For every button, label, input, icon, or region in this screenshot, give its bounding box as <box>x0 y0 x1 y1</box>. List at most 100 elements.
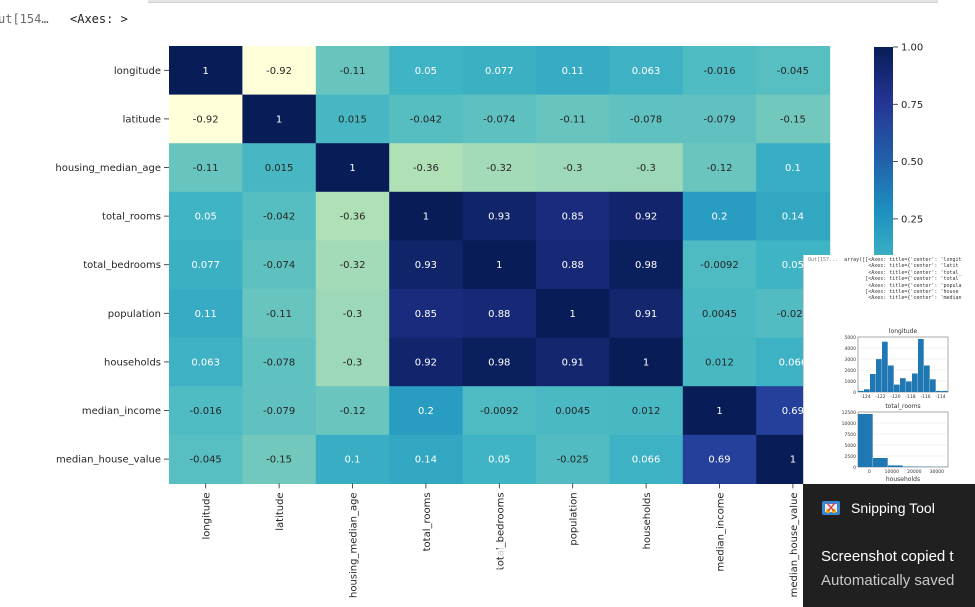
heatmap-cell <box>536 191 610 241</box>
heatmap-cell-value: 1 <box>203 66 209 77</box>
row-tick-label: latitude <box>123 114 161 125</box>
histogram-ytick: 2000 <box>845 368 857 374</box>
heatmap-cell-value: -0.3 <box>343 309 363 320</box>
heatmap-cell <box>389 240 464 290</box>
snipping-tool-notification[interactable]: Snipping Tool Screenshot copied t Automa… <box>803 484 975 607</box>
heatmap-cell <box>682 434 757 484</box>
heatmap-cell-value: -0.36 <box>413 163 439 174</box>
heatmap-cell <box>315 337 390 387</box>
thumbnail-code-line: [<Axes: title={'center': 'house <box>865 289 959 296</box>
histogram-bar <box>936 390 942 392</box>
heatmap-cell <box>682 386 757 436</box>
heatmap-cell <box>462 46 537 96</box>
screenshot-thumbnail[interactable]: Out[157... array([[<Axes: title={'center… <box>803 255 975 484</box>
heatmap-cell <box>169 337 243 387</box>
heatmap-cell <box>682 46 757 96</box>
heatmap-cell-value: 0.05 <box>782 260 804 271</box>
heatmap-cell-value: 0.14 <box>415 455 437 466</box>
heatmap-cell-value: 0.0045 <box>555 406 590 417</box>
histogram-bar <box>858 414 873 467</box>
heatmap-cell-value: 0.93 <box>488 212 510 223</box>
histogram-bar <box>858 390 864 392</box>
histogram-ytick: 0 <box>853 465 856 471</box>
heatmap-cell <box>242 191 317 241</box>
heatmap-cell-value: -0.0092 <box>480 406 519 417</box>
histogram-frame <box>857 411 949 468</box>
heatmap-cell-value: 0.015 <box>265 163 294 174</box>
heatmap-cell-value: 0.69 <box>708 455 730 466</box>
row-tick-label: households <box>104 357 161 368</box>
heatmap-cell <box>462 94 537 144</box>
heatmap-cell <box>609 289 684 339</box>
histogram-xtick: -118 <box>905 394 915 400</box>
heatmap-cell-value: 1 <box>423 212 429 223</box>
heatmap-cell <box>609 240 684 290</box>
heatmap-cell <box>536 434 610 484</box>
histogram-ytick: 7500 <box>845 432 857 438</box>
heatmap-cell <box>242 386 317 436</box>
histogram-ytick: 2500 <box>845 454 857 460</box>
heatmap-cell <box>242 46 317 96</box>
heatmap-cell-value: 0.077 <box>485 66 514 77</box>
heatmap-cell-value: 0.91 <box>635 309 657 320</box>
column-tick-label: households <box>642 492 653 549</box>
histogram-ytick: 4000 <box>845 346 857 352</box>
heatmap-cell-value: 0.2 <box>712 212 728 223</box>
heatmap-cell-value: 0.92 <box>415 357 437 368</box>
heatmap-cell <box>242 94 317 144</box>
column-tick-label: median_house_value <box>789 492 800 597</box>
heatmap-cell <box>536 94 610 144</box>
heatmap-cell-value: 0.88 <box>562 260 584 271</box>
cell-top-border <box>148 0 938 3</box>
heatmap-cell-value: 0.05 <box>415 66 437 77</box>
heatmap-cell-value: 0.05 <box>195 212 217 223</box>
row-tick-label: median_house_value <box>56 455 161 466</box>
heatmap-cell <box>242 337 317 387</box>
histogram-bar <box>924 365 930 392</box>
histogram-bar <box>888 365 894 392</box>
watermark-latin: mostaql.com <box>440 563 538 581</box>
heatmap-cell-value: 0.98 <box>488 357 510 368</box>
column-tick-label: latitude <box>275 492 286 530</box>
watermark-arabic: مستقل <box>434 530 544 565</box>
heatmap-cell-value: 0.012 <box>705 357 734 368</box>
histogram-xtick: 10000 <box>885 469 899 475</box>
heatmap-cell-value: 0.88 <box>488 309 510 320</box>
heatmap-cell-value: -0.11 <box>266 309 292 320</box>
column-labels: longitude latitude housing_median_age total… <box>202 483 800 598</box>
heatmap-cell <box>609 337 684 387</box>
heatmap-cell-value: -0.3 <box>563 163 583 174</box>
heatmap-cell-value: -0.074 <box>483 114 515 125</box>
colorbar-tick-label: 0.25 <box>901 214 923 225</box>
heatmap-cell-value: -0.3 <box>636 163 656 174</box>
histogram-title: households <box>886 476 920 483</box>
heatmap-cell <box>169 434 243 484</box>
heatmap-cell-value: 0.015 <box>338 114 367 125</box>
thumbnail-code-line: <Axes: title={'center': 'popula <box>868 282 962 289</box>
column-tick-label: population <box>569 492 580 545</box>
heatmap-cell <box>389 94 464 144</box>
heatmap-cell <box>682 143 757 193</box>
column-tick-label: housing_median_age <box>349 492 360 598</box>
heatmap-cell-value: -0.92 <box>193 114 219 125</box>
heatmap-cell-value: -0.11 <box>193 163 219 174</box>
histogram-xtick: -120 <box>890 394 900 400</box>
heatmap-cell-value: -0.36 <box>340 212 366 223</box>
heatmap-cell-value: -0.92 <box>266 66 292 77</box>
thumbnail-code: Out[157... array([[<Axes: title={'center… <box>808 257 962 302</box>
heatmap-cell-value: 1 <box>276 114 282 125</box>
heatmap-cell-value: -0.12 <box>707 163 733 174</box>
heatmap-cell-value: -0.016 <box>190 406 222 417</box>
heatmap-cell <box>169 240 243 290</box>
histogram-bar <box>888 465 903 467</box>
histogram-ytick: 0 <box>853 390 856 396</box>
heatmap-cell <box>609 386 684 436</box>
heatmap-cell <box>682 289 757 339</box>
heatmap-cell <box>682 94 757 144</box>
heatmap-cell-value: -0.078 <box>630 114 662 125</box>
histogram-bar <box>870 374 876 392</box>
output-prompt: ut[154… <box>0 12 49 26</box>
heatmap-cell-value: -0.11 <box>560 114 586 125</box>
heatmap-cell-value: 0.063 <box>632 66 661 77</box>
heatmap-cell <box>682 240 757 290</box>
